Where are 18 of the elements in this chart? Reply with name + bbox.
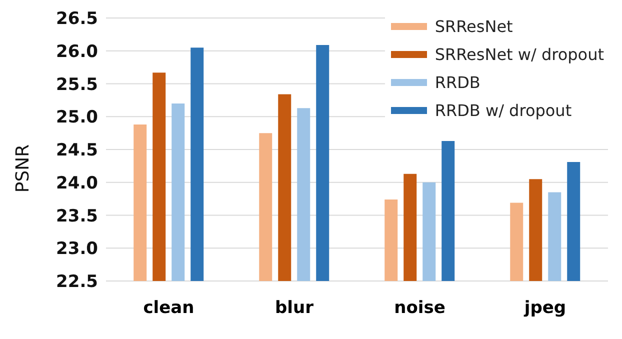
x-tick-label: clean	[143, 298, 194, 318]
legend-label: RRDB w/ dropout	[434, 100, 572, 120]
x-tick-label: noise	[394, 298, 446, 318]
y-tick-label: 25.5	[56, 74, 98, 95]
y-axis-title: PSNR	[12, 144, 34, 192]
x-tick-label: jpeg	[523, 298, 566, 318]
legend-label: SRResNet w/ dropout	[434, 44, 604, 64]
y-tick-label: 24.5	[56, 140, 98, 161]
legend-label: SRResNet	[434, 16, 513, 36]
y-tick-label: 26.0	[56, 42, 98, 62]
y-tick-label: 24.0	[56, 173, 98, 194]
y-tick-label: 22.5	[56, 272, 98, 292]
x-tick-label: blur	[275, 298, 314, 318]
y-tick-label: 25.0	[56, 108, 98, 128]
legend-label: RRDB	[434, 72, 480, 92]
y-tick-label: 23.5	[56, 206, 98, 226]
y-tick-label: 23.0	[56, 239, 98, 260]
y-tick-label: 26.5	[56, 9, 98, 30]
